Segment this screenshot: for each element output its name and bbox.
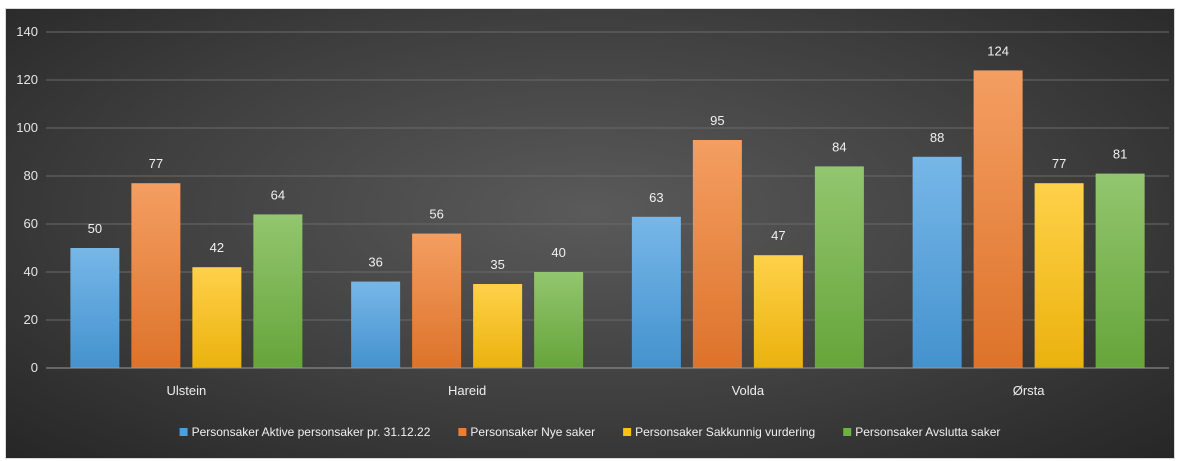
legend-item: Personsaker Sakkunnig vurdering (623, 425, 815, 439)
bar (973, 70, 1023, 369)
data-label: 36 (368, 255, 382, 270)
chart-area: 0 20 40 60 80 100 120 140 50 77 42 64 36 56 35 40 63 95 4… (5, 8, 1175, 459)
data-labels: 50 77 42 64 36 56 35 40 63 95 47 84 88 124 77 81 (88, 43, 1128, 272)
bar (631, 216, 681, 368)
legend-item: Personsaker Avslutta saker (843, 425, 1000, 439)
y-tick-label: 140 (16, 24, 38, 39)
data-label: 64 (271, 187, 285, 202)
legend-swatch (843, 428, 852, 436)
data-label: 84 (832, 139, 846, 154)
data-label: 50 (88, 221, 102, 236)
y-tick-label: 120 (16, 72, 38, 87)
bar (192, 267, 242, 368)
bar (253, 214, 303, 368)
data-label: 63 (649, 190, 663, 205)
legend: Personsaker Aktive personsaker pr. 31.12… (179, 425, 1000, 439)
legend-swatch (623, 428, 632, 436)
data-label: 47 (771, 228, 785, 243)
bar (131, 183, 181, 368)
bar-chart: 0 20 40 60 80 100 120 140 50 77 42 64 36 56 35 40 63 95 4… (16, 24, 1169, 439)
x-category-label: Ørsta (1013, 383, 1046, 398)
bars (70, 70, 1145, 369)
y-axis-tick-labels: 0 20 40 60 80 100 120 140 (16, 24, 38, 375)
y-tick-label: 0 (31, 360, 38, 375)
y-tick-label: 60 (24, 216, 38, 231)
y-tick-label: 100 (16, 120, 38, 135)
legend-swatch (458, 428, 467, 436)
bar (1095, 173, 1145, 368)
bar (814, 166, 864, 368)
data-label: 77 (149, 156, 163, 171)
x-category-label: Hareid (448, 383, 486, 398)
data-label: 35 (490, 257, 504, 272)
bar (351, 281, 401, 368)
legend-label: Personsaker Avslutta saker (855, 425, 1000, 439)
bar (1034, 183, 1084, 368)
y-tick-label: 20 (24, 312, 38, 327)
bar (692, 140, 742, 368)
data-label: 95 (710, 113, 724, 128)
legend-label: Personsaker Nye saker (470, 425, 595, 439)
data-label: 42 (210, 240, 224, 255)
x-category-label: Ulstein (167, 383, 207, 398)
legend-item: Personsaker Aktive personsaker pr. 31.12… (179, 425, 431, 439)
legend-item: Personsaker Nye saker (458, 425, 595, 439)
data-label: 56 (429, 207, 443, 222)
bar (70, 248, 120, 368)
y-tick-label: 40 (24, 264, 38, 279)
legend-label: Personsaker Aktive personsaker pr. 31.12… (192, 425, 431, 439)
bar (473, 284, 523, 368)
data-label: 88 (930, 130, 944, 145)
y-tick-label: 80 (24, 168, 38, 183)
data-label: 40 (551, 245, 565, 260)
x-category-label: Volda (732, 383, 765, 398)
data-label: 124 (987, 43, 1009, 58)
x-axis-category-labels: Ulstein Hareid Volda Ørsta (167, 383, 1046, 398)
data-label: 81 (1113, 147, 1127, 162)
bar (534, 272, 584, 368)
data-label: 77 (1052, 156, 1066, 171)
bar (912, 156, 962, 368)
bar (753, 255, 803, 368)
legend-label: Personsaker Sakkunnig vurdering (635, 425, 815, 439)
bar (412, 233, 462, 368)
legend-swatch (179, 428, 188, 436)
